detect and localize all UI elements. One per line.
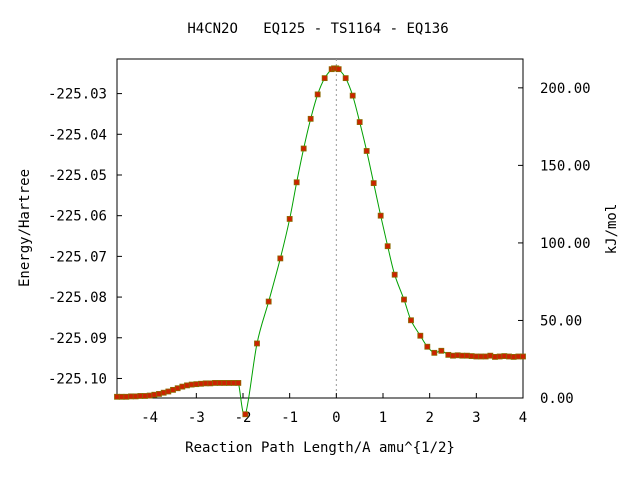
y2-tick-label: 150.00 (540, 158, 591, 174)
data-point (384, 243, 391, 250)
data-point (482, 353, 489, 360)
data-point (501, 353, 508, 359)
data-point (221, 380, 228, 386)
data-point (293, 179, 300, 186)
data-point (128, 393, 134, 400)
data-point (473, 353, 480, 360)
data-point (370, 180, 377, 187)
y2-tick-label: 0.00 (540, 391, 574, 407)
data-point (520, 353, 526, 360)
data-point (226, 380, 232, 386)
x-tick-label: -1 (281, 410, 298, 426)
data-point (212, 380, 218, 386)
x-tick-label: -4 (141, 410, 158, 426)
data-point (174, 385, 181, 392)
y2-tick-label: 200.00 (540, 81, 591, 97)
data-point (515, 353, 522, 360)
data-point (492, 353, 498, 360)
data-point (184, 382, 190, 389)
data-point (142, 393, 148, 399)
y2-axis-label: kJ/mol (604, 204, 620, 255)
data-point (265, 298, 272, 305)
data-point (156, 391, 162, 397)
x-tick-label: 2 (425, 410, 433, 426)
data-point (391, 271, 398, 278)
data-point (506, 353, 512, 360)
data-point (235, 380, 242, 386)
y-tick-label: -225.05 (48, 168, 107, 184)
x-axis-label: Reaction Path Length/A amu^{1/2} (185, 440, 455, 456)
y-tick-label: -225.04 (48, 127, 107, 143)
data-point (202, 380, 209, 387)
data-point (300, 145, 307, 152)
data-point (431, 349, 438, 356)
y-tick-label: -225.08 (48, 290, 107, 306)
y-axis-label: Energy/Hartree (17, 169, 33, 287)
y2-tick-label: 50.00 (540, 313, 582, 329)
data-point (160, 389, 167, 396)
data-point (377, 212, 384, 219)
data-point (170, 386, 176, 393)
y-tick-label: -225.03 (48, 87, 107, 103)
y-tick-label: -225.10 (48, 371, 107, 387)
y-tick-label: -225.06 (48, 209, 107, 225)
data-point (314, 91, 321, 98)
data-point (165, 388, 172, 395)
x-tick-label: 4 (519, 410, 527, 426)
data-point (487, 352, 494, 359)
data-point (179, 383, 186, 390)
data-point (137, 393, 144, 399)
data-point (342, 75, 349, 82)
plot-frame (116, 58, 524, 399)
data-point (207, 380, 214, 387)
x-tick-label: 3 (472, 410, 480, 426)
data-point (363, 148, 370, 154)
data-point (242, 411, 249, 418)
data-point (417, 332, 424, 339)
data-point (445, 351, 452, 358)
data-point (118, 393, 125, 400)
data-point (438, 347, 445, 354)
data-point (356, 119, 363, 125)
data-point (254, 340, 260, 347)
data-point (277, 255, 284, 262)
chart-title: H4CN2O EQ125 - TS1164 - EQ136 (187, 21, 448, 37)
data-point (307, 115, 314, 122)
data-point (151, 391, 158, 398)
data-point (321, 75, 328, 82)
y-tick-label: -225.09 (48, 331, 107, 347)
data-point (114, 393, 120, 400)
data-point (454, 352, 461, 359)
data-point (335, 66, 342, 73)
y2-tick-label: 100.00 (540, 236, 591, 252)
data-point (146, 392, 153, 399)
x-tick-label: -3 (188, 410, 205, 426)
y-tick-label: -225.07 (48, 249, 107, 265)
data-point (450, 352, 456, 359)
data-point (132, 393, 139, 400)
data-point (230, 380, 237, 386)
data-point (216, 380, 223, 386)
data-point (193, 381, 200, 388)
data-point (349, 92, 356, 99)
axis-ticks: -4 -3 -2 -1 0 1 2 3 4-225.03-225.04-225.05-225.0… (48, 81, 591, 426)
data-point (408, 317, 414, 324)
data-point (424, 343, 431, 350)
data-point (468, 353, 475, 359)
data-point (198, 380, 204, 387)
data-point (478, 353, 484, 360)
data-point (188, 381, 195, 388)
x-tick-label: 0 (332, 410, 340, 426)
data-point (496, 353, 503, 360)
x-tick-label: 1 (379, 410, 387, 426)
data-point (510, 353, 517, 360)
data-point (464, 352, 470, 359)
series-line (117, 67, 524, 416)
data-point (123, 393, 130, 400)
data-point (459, 352, 466, 359)
data-point (286, 216, 293, 222)
series-energy-profile (114, 65, 526, 418)
data-point (401, 296, 407, 303)
